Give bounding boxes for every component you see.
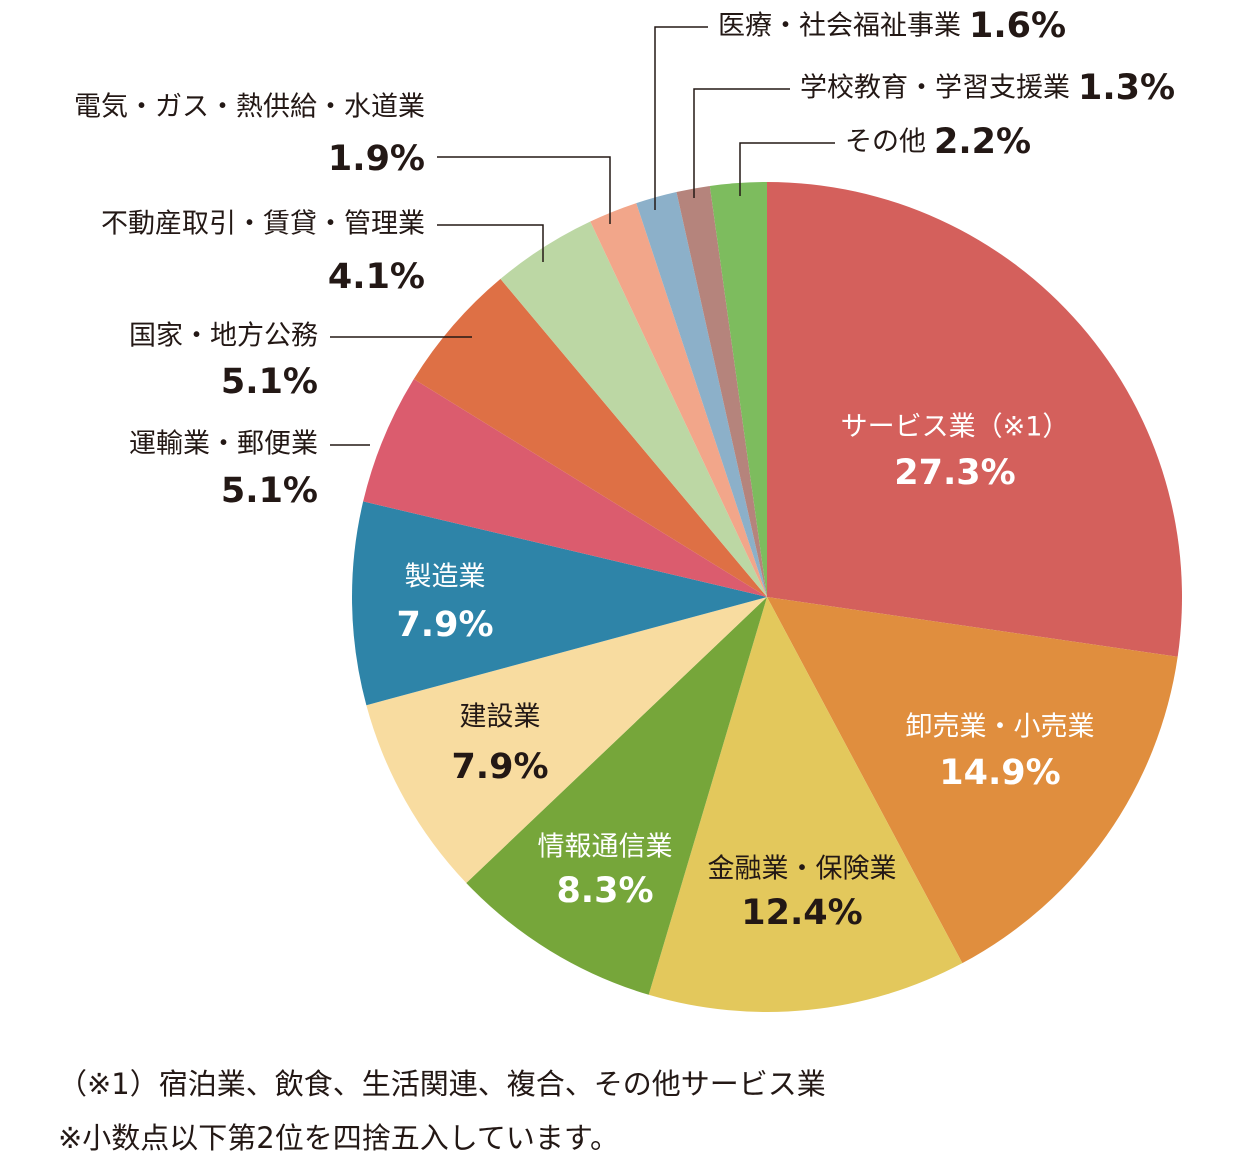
- pie-slice: [648, 597, 963, 1013]
- pie-slice: [767, 597, 1178, 964]
- pie-slice: [709, 182, 767, 597]
- leader-line: [437, 224, 544, 262]
- leader-line: [693, 88, 790, 198]
- slice-label: その他: [845, 127, 926, 158]
- pie-slice: [352, 501, 767, 706]
- leader-line: [739, 142, 835, 196]
- slice-value: 14.9%: [939, 753, 1060, 793]
- slice-label: 医療・社会福祉事業: [718, 11, 961, 42]
- slice-value: 12.4%: [741, 893, 862, 933]
- slice-value: 8.3%: [556, 871, 653, 911]
- slice-label: 卸売業・小売業: [906, 712, 1095, 743]
- slice-value: 5.1%: [221, 471, 318, 511]
- slice-label: 建設業: [460, 702, 541, 733]
- pie-slice: [500, 221, 767, 598]
- pie-slice: [590, 203, 767, 597]
- slice-label: 製造業: [405, 562, 486, 593]
- slice-label: サービス業（※1）: [841, 412, 1070, 443]
- slice-value: 7.9%: [451, 747, 548, 787]
- slice-value: 27.3%: [894, 453, 1015, 493]
- pie-slice: [636, 191, 767, 597]
- slice-label: 不動産取引・賃貸・管理業: [101, 209, 425, 240]
- slice-value: 7.9%: [396, 605, 493, 645]
- slice-label: 国家・地方公務: [129, 321, 318, 352]
- pie-slice: [366, 597, 767, 883]
- slice-value: 1.3%: [1078, 68, 1175, 108]
- pie-slice: [767, 182, 1182, 657]
- leader-line: [437, 156, 611, 224]
- pie-slice: [676, 185, 767, 598]
- pie-slice: [466, 597, 767, 995]
- slice-label: 電気・ガス・熱供給・水道業: [74, 92, 425, 123]
- footnote: ※小数点以下第2位を四捨五入しています。: [58, 1121, 619, 1155]
- slice-value: 5.1%: [221, 362, 318, 402]
- leader-line: [654, 26, 708, 210]
- slice-label: 情報通信業: [538, 832, 673, 863]
- slice-value: 2.2%: [934, 122, 1031, 162]
- slice-label: 金融業・保険業: [708, 854, 897, 885]
- slice-value: 1.6%: [969, 6, 1066, 46]
- slice-value: 4.1%: [328, 257, 425, 297]
- slice-value: 1.9%: [328, 139, 425, 179]
- pie-slice: [413, 278, 767, 597]
- pie-slice: [363, 379, 767, 597]
- slice-label: 運輸業・郵便業: [129, 429, 318, 460]
- slice-label: 学校教育・学習支援業: [800, 73, 1070, 104]
- footnote: （※1）宿泊業、飲食、生活関連、複合、その他サービス業: [58, 1067, 826, 1101]
